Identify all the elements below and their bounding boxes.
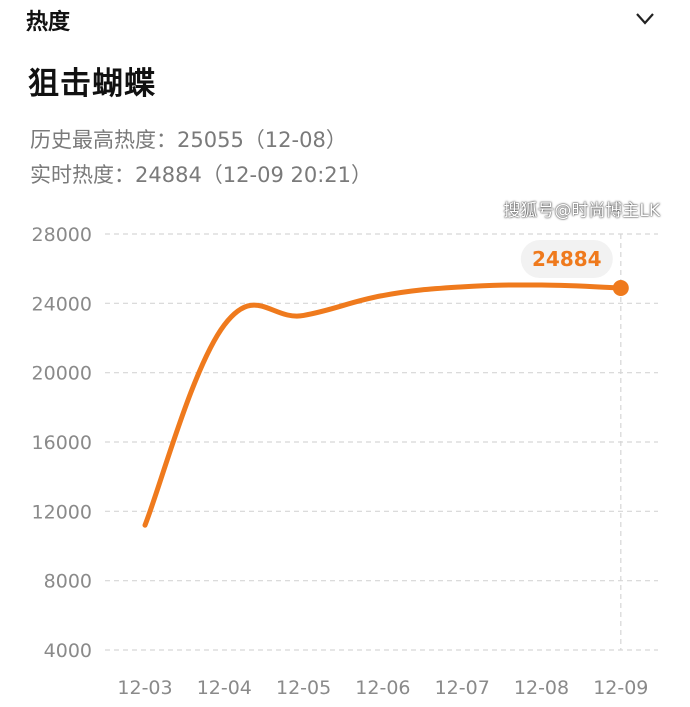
x-tick-label: 12-07 [435, 677, 490, 699]
y-tick-label: 28000 [32, 224, 92, 246]
section-label: 热度 [26, 10, 71, 35]
value-bubble [520, 240, 613, 279]
highlight-point [612, 280, 629, 297]
x-tick-label: 12-08 [514, 677, 569, 699]
x-tick-label: 12-09 [593, 677, 648, 699]
heat-series-line [142, 282, 624, 528]
x-tick-label: 12-04 [197, 677, 252, 699]
y-tick-label: 8000 [44, 571, 92, 593]
chevron-down-icon[interactable] [634, 10, 656, 26]
y-tick-label: 24000 [32, 293, 92, 315]
realtime-heat-info: 实时热度：24884（12-09 20:21） [30, 163, 373, 187]
highlight-value-label: 24884 [532, 247, 602, 271]
y-tick-label: 20000 [32, 363, 92, 385]
y-tick-label: 16000 [32, 432, 92, 454]
x-tick-label: 12-05 [276, 677, 331, 699]
watermark: 搜狐号@时尚博主LK [503, 201, 660, 221]
x-tick-label: 12-06 [355, 677, 410, 699]
y-tick-label: 4000 [44, 640, 92, 662]
page-title: 狙击蝴蝶 [28, 66, 156, 102]
y-tick-label: 12000 [32, 501, 92, 523]
peak-heat-info: 历史最高热度：25055（12-08） [30, 128, 347, 152]
x-tick-label: 12-03 [117, 677, 172, 699]
